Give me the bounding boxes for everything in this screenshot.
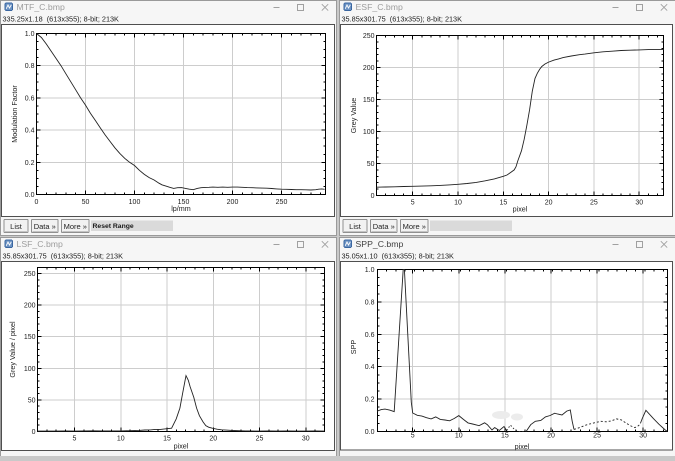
svg-text:List: List: [10, 222, 23, 231]
svg-text:pixel: pixel: [513, 205, 528, 214]
svg-text:15: 15: [501, 433, 509, 440]
svg-text:25: 25: [256, 436, 264, 443]
svg-text:30: 30: [635, 200, 643, 207]
svg-text:Data »: Data »: [373, 222, 395, 231]
svg-text:25: 25: [590, 200, 598, 207]
svg-text:LSF_C.bmp: LSF_C.bmp: [17, 239, 64, 249]
svg-text:20: 20: [547, 433, 555, 440]
svg-text:35.05x1.10 (613x355); 8-bit;: 35.05x1.10 (613x355); 8-bit; 213K: [342, 252, 455, 261]
svg-text:Data »: Data »: [34, 222, 56, 231]
svg-text:0.6: 0.6: [25, 95, 35, 102]
svg-text:200: 200: [227, 199, 239, 206]
svg-text:35.85x301.75 (613x355); 8-bit: 35.85x301.75 (613x355); 8-bit; 213K: [342, 15, 463, 24]
svg-text:100: 100: [129, 199, 141, 206]
svg-text:0: 0: [371, 193, 375, 200]
svg-text:250: 250: [363, 33, 375, 40]
svg-text:List: List: [349, 222, 362, 231]
svg-text:0: 0: [35, 199, 39, 206]
svg-text:200: 200: [24, 303, 36, 310]
svg-text:0.0: 0.0: [365, 429, 375, 436]
svg-text:0.0: 0.0: [25, 192, 35, 199]
svg-text:0.8: 0.8: [365, 299, 375, 306]
svg-text:150: 150: [363, 97, 375, 104]
svg-text:30: 30: [302, 436, 310, 443]
svg-text:100: 100: [363, 129, 375, 136]
svg-text:50: 50: [367, 161, 375, 168]
svg-text:5: 5: [411, 200, 415, 207]
svg-text:25: 25: [593, 433, 601, 440]
svg-text:Grey Value: Grey Value: [349, 98, 358, 133]
svg-text:More »: More »: [64, 222, 87, 231]
svg-text:250: 250: [276, 199, 288, 206]
svg-text:200: 200: [363, 65, 375, 72]
svg-text:10: 10: [454, 200, 462, 207]
svg-text:250: 250: [24, 271, 36, 278]
svg-text:15: 15: [499, 200, 507, 207]
svg-text:150: 150: [24, 334, 36, 341]
svg-text:20: 20: [209, 436, 217, 443]
svg-text:ESF_C.bmp: ESF_C.bmp: [356, 2, 403, 12]
svg-text:0.4: 0.4: [365, 364, 375, 371]
svg-text:lp/mm: lp/mm: [171, 204, 191, 213]
svg-text:50: 50: [28, 397, 36, 404]
svg-text:1.0: 1.0: [365, 267, 375, 274]
svg-text:10: 10: [455, 433, 463, 440]
svg-text:Reset Range: Reset Range: [93, 223, 134, 230]
svg-text:0.2: 0.2: [25, 160, 35, 167]
svg-text:pixel: pixel: [515, 442, 530, 451]
svg-text:15: 15: [163, 436, 171, 443]
svg-text:10: 10: [117, 436, 125, 443]
svg-text:pixel: pixel: [174, 442, 189, 451]
svg-text:SPP: SPP: [349, 340, 358, 355]
svg-text:Grey Value / pixel: Grey Value / pixel: [8, 321, 17, 378]
svg-text:30: 30: [639, 433, 647, 440]
svg-text:100: 100: [24, 366, 36, 373]
svg-text:20: 20: [545, 200, 553, 207]
svg-text:35.85x301.75 (613x355); 8-bit: 35.85x301.75 (613x355); 8-bit; 213K: [3, 252, 124, 261]
svg-text:SPP_C.bmp: SPP_C.bmp: [356, 239, 404, 249]
svg-text:0.4: 0.4: [25, 128, 35, 135]
svg-text:50: 50: [82, 199, 90, 206]
svg-text:1.0: 1.0: [25, 31, 35, 38]
svg-text:0.6: 0.6: [365, 332, 375, 339]
svg-text:Modulation Factor: Modulation Factor: [10, 85, 19, 143]
svg-text:335.25x1.18 (613x355); 8-bit;: 335.25x1.18 (613x355); 8-bit; 213K: [3, 15, 120, 24]
svg-text:5: 5: [73, 436, 77, 443]
svg-text:5: 5: [411, 433, 415, 440]
svg-text:0.2: 0.2: [365, 397, 375, 404]
svg-text:More »: More »: [403, 222, 426, 231]
svg-text:0.8: 0.8: [25, 63, 35, 70]
svg-text:0: 0: [32, 429, 36, 436]
svg-text:MTF_C.bmp: MTF_C.bmp: [17, 2, 65, 12]
